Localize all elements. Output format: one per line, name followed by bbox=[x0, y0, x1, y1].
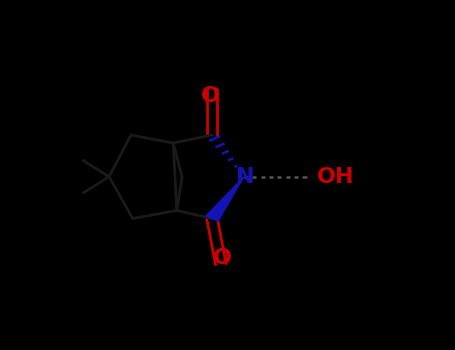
Text: O: O bbox=[201, 86, 220, 106]
Polygon shape bbox=[206, 177, 244, 221]
Text: N: N bbox=[236, 167, 255, 187]
Text: OH: OH bbox=[317, 167, 354, 187]
Text: O: O bbox=[213, 247, 232, 268]
